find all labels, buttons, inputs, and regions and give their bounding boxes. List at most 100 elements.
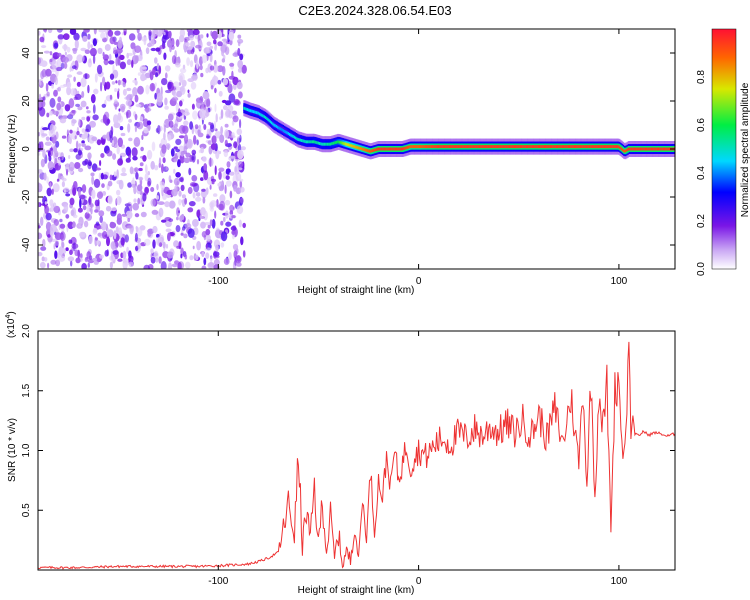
noise-cell [50, 230, 54, 237]
noise-cell [88, 235, 93, 245]
ridge-peak [463, 145, 466, 149]
ridge-peak [627, 147, 631, 151]
noise-cell [183, 233, 188, 239]
noise-cell [91, 163, 98, 172]
ridge-peak [353, 145, 357, 149]
noise-cell [155, 257, 159, 263]
noise-cell [223, 105, 228, 111]
noise-cell [90, 207, 93, 215]
colorbar-ticks: 0.0 0.2 0.4 0.6 0.8 [696, 70, 707, 276]
ridge-peak [511, 145, 514, 149]
noise-cell [232, 76, 239, 86]
noise-cell [183, 157, 191, 164]
ridge-peak [548, 145, 551, 149]
noise-cell [40, 246, 47, 251]
ridge-peak [403, 147, 406, 150]
noise-cell [203, 170, 209, 181]
noise-cell [187, 93, 191, 98]
noise-cell [143, 264, 150, 269]
ridge-peak [321, 142, 324, 146]
noise-cell [183, 134, 189, 144]
noise-cell [122, 250, 127, 260]
noise-cell [231, 110, 238, 116]
ridge-peak [440, 145, 443, 149]
noise-cell [235, 171, 238, 176]
noise-cell [159, 44, 166, 50]
noise-cell [86, 110, 91, 114]
ridge-peak [487, 145, 490, 149]
noise-cell [167, 81, 172, 90]
noise-cell [126, 246, 129, 255]
ridge-peak [584, 145, 587, 149]
ridge-peak [331, 142, 334, 146]
noise-cell [165, 228, 172, 233]
ridge-peak [481, 145, 484, 149]
noise-cell [167, 251, 174, 259]
ridge-peak [595, 145, 598, 149]
noise-cell [237, 47, 241, 56]
ridge-peak [291, 134, 294, 138]
noise-cell [161, 219, 167, 223]
noise-cell [233, 250, 238, 259]
ridge-peak [428, 145, 431, 149]
noise-cell [188, 34, 194, 41]
heatmap-ridge-layer [243, 100, 675, 160]
noise-cell [211, 30, 219, 40]
ridge-peak [357, 146, 360, 150]
noise-cell [49, 147, 53, 151]
ridge-peak [633, 147, 637, 151]
noise-cell [105, 205, 112, 212]
ridge-peak [368, 149, 371, 153]
noise-cell [63, 43, 67, 52]
noise-cell [135, 55, 139, 64]
noise-cell [194, 124, 199, 130]
noise-cell [214, 87, 217, 94]
noise-cell [239, 186, 245, 193]
ridge-peak [275, 124, 278, 128]
ridge-peak [459, 145, 462, 149]
ridge-peak [418, 145, 421, 149]
ridge-peak [452, 145, 455, 149]
noise-cell [176, 111, 183, 117]
ridge-peak [668, 147, 671, 151]
noise-cell [208, 121, 212, 126]
ridge-peak [533, 145, 536, 149]
noise-cell [115, 226, 119, 234]
noise-cell [137, 72, 142, 76]
ridge-peak [314, 140, 317, 144]
noise-cell [217, 65, 224, 73]
noise-cell [180, 150, 184, 157]
x-tick-label: -100 [208, 276, 228, 287]
ridge-peak [535, 145, 538, 149]
ridge-peak [365, 148, 369, 152]
ridge-peak [343, 142, 346, 145]
noise-cell [211, 218, 216, 229]
noise-cell [238, 91, 243, 99]
ridge-peak [338, 140, 341, 144]
noise-cell [210, 124, 215, 133]
ridge-peak [448, 145, 451, 149]
noise-cell [91, 175, 94, 185]
noise-cell [161, 163, 164, 174]
noise-cell [49, 97, 56, 108]
noise-cell [73, 148, 78, 153]
noise-cell [80, 77, 87, 88]
noise-cell [49, 58, 53, 63]
ridge-peak [315, 140, 318, 144]
ridge-peak [460, 145, 464, 149]
ridge-peak [637, 147, 640, 151]
noise-cell [160, 137, 167, 147]
noise-cell [113, 49, 118, 55]
noise-cell [184, 112, 187, 117]
noise-cell [87, 58, 93, 68]
noise-cell [225, 221, 232, 227]
noise-cell [132, 79, 137, 83]
ridge-peak [249, 109, 252, 113]
noise-cell [99, 160, 102, 167]
noise-cell [81, 263, 87, 269]
heatmap-noise-layer [38, 29, 247, 269]
ridge-peak [445, 145, 448, 149]
ridge-peak [581, 145, 584, 149]
noise-cell [120, 172, 127, 177]
ridge-peak [587, 145, 590, 149]
